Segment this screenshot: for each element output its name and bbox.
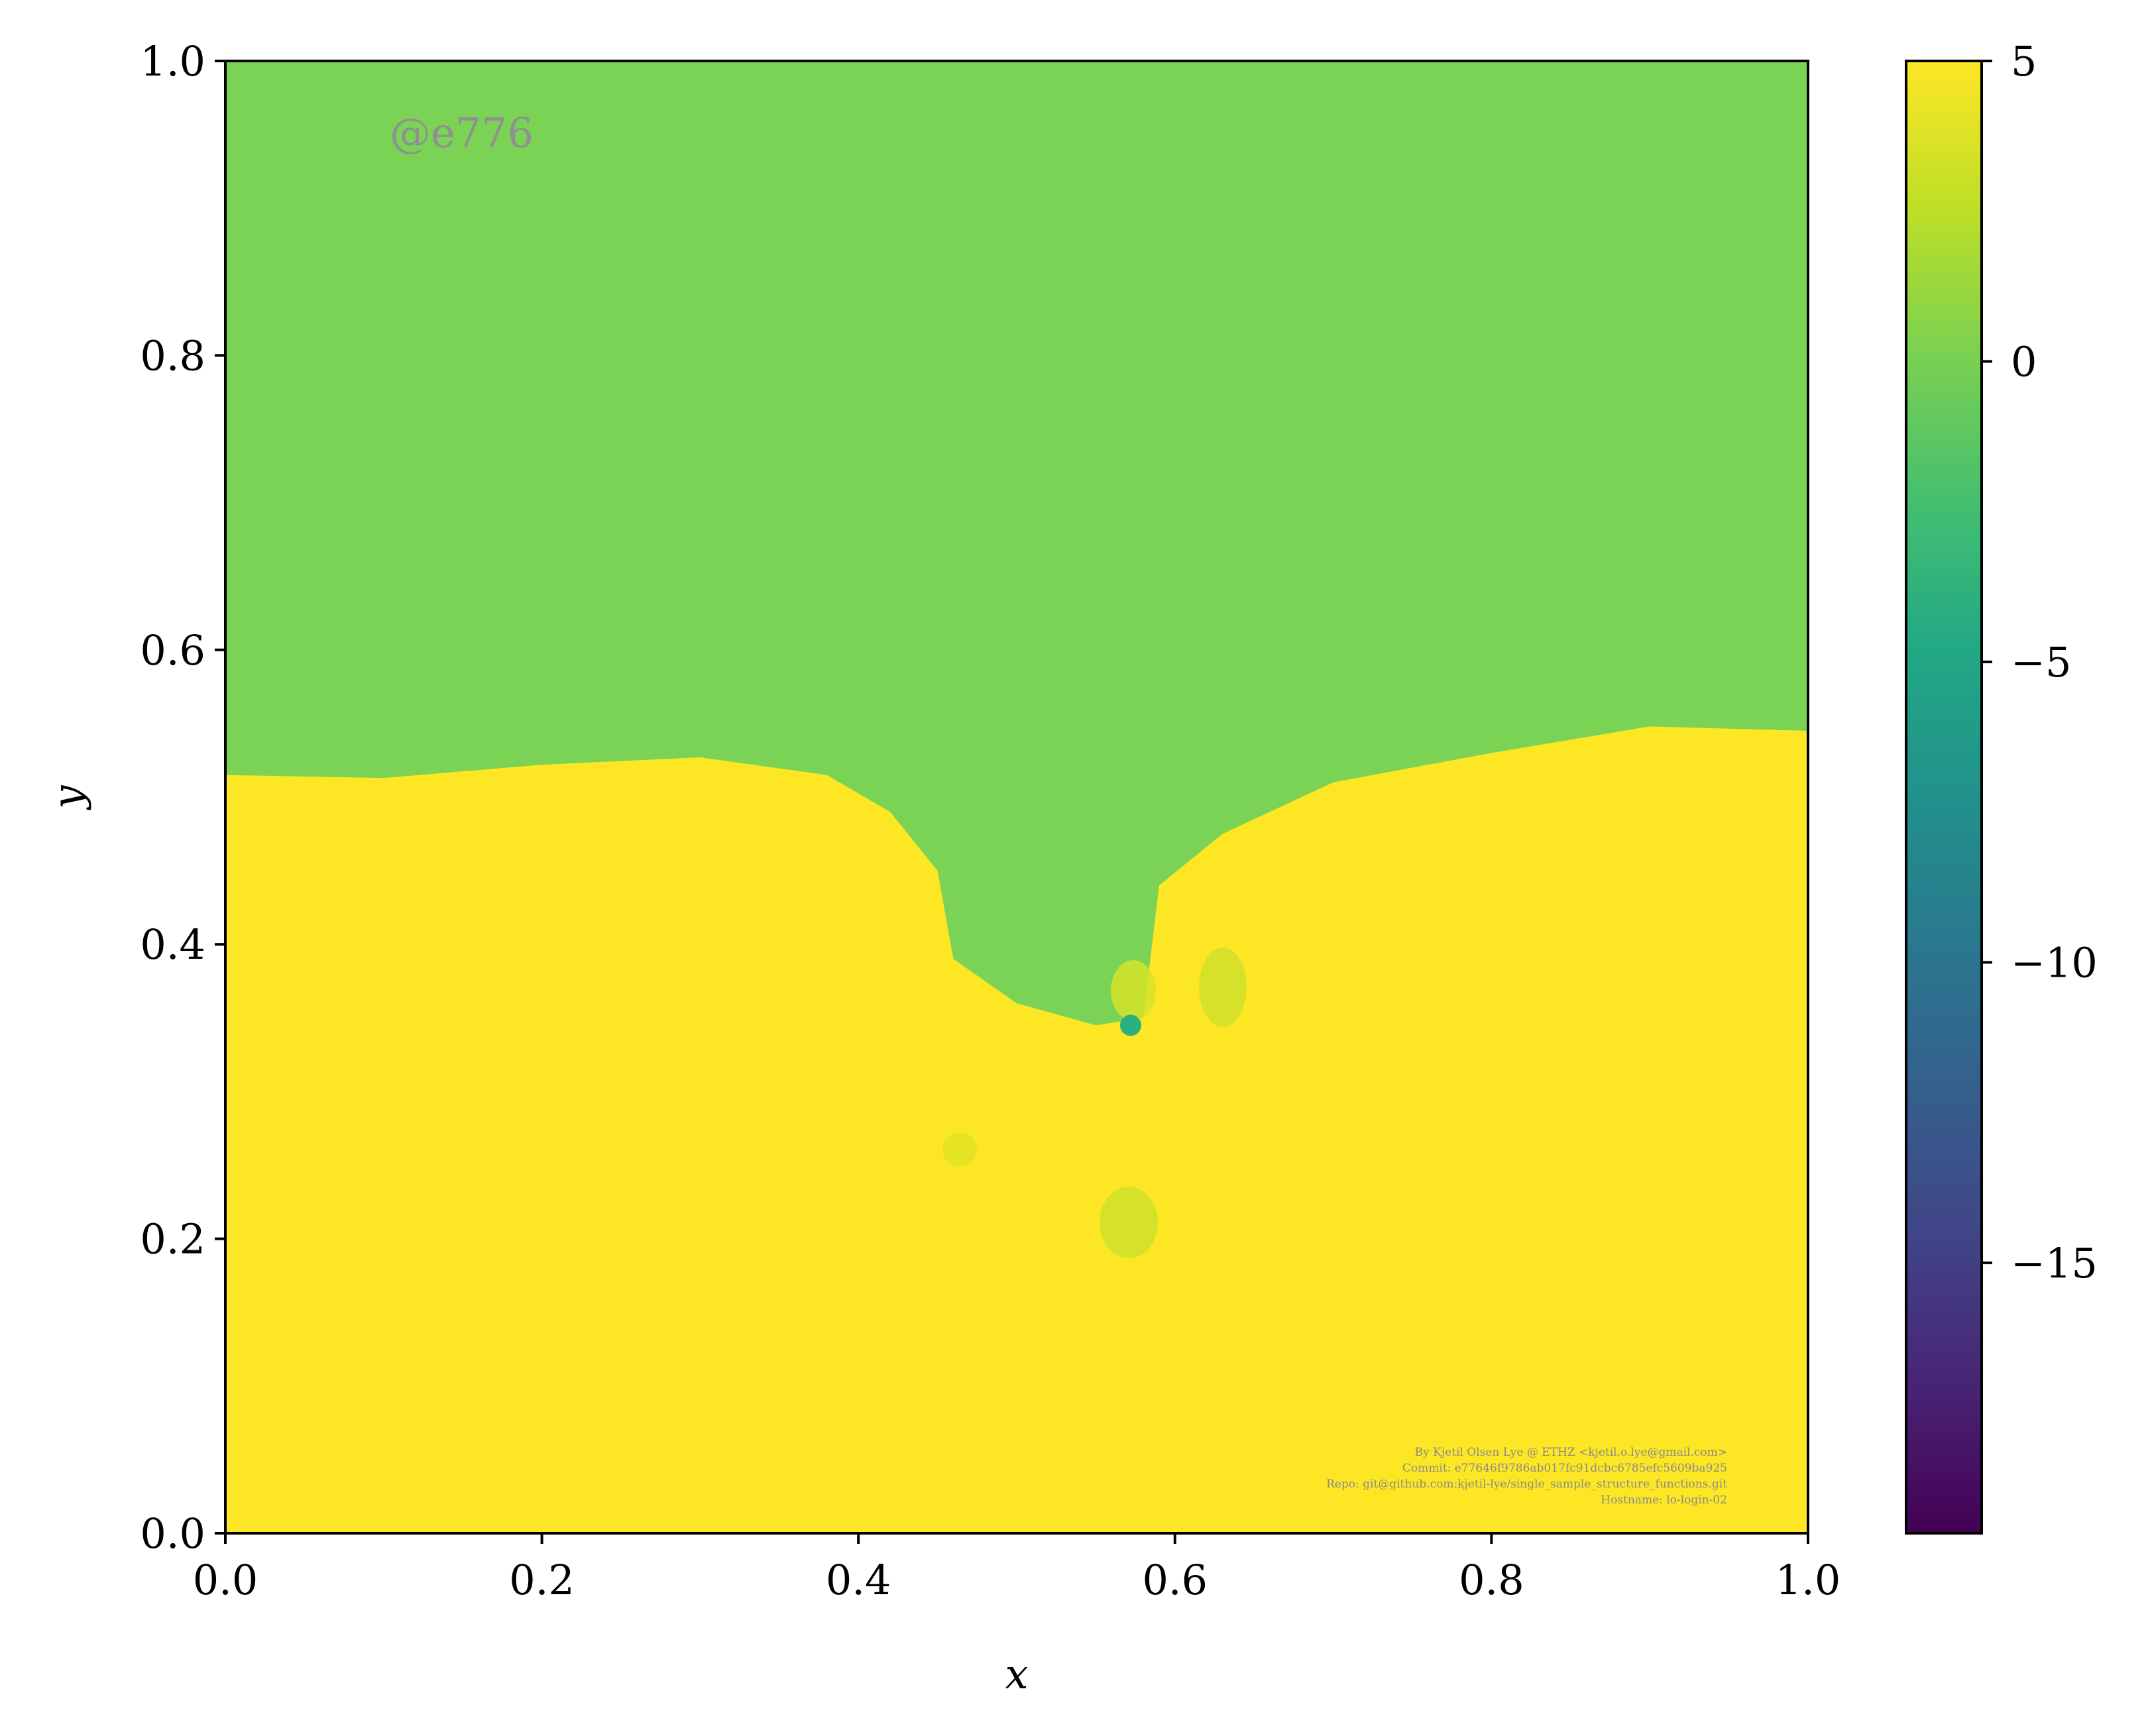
credits-block: By Kjetil Olsen Lye @ ETHZ <kjetil.o.lye… [1326,1446,1727,1507]
watermark-text: @e776 [390,109,534,157]
x-axis-label: x [1005,1650,1029,1698]
x-tick-label: 0.6 [1142,1556,1208,1604]
heatmap-blob-1 [1111,960,1156,1021]
credit-line-2: Commit: e77646f9786ab017fc91dcbc6785efc5… [1402,1462,1727,1475]
x-tick-label: 0.8 [1459,1556,1524,1604]
colorbar-tick-label: 5 [2011,37,2037,85]
y-tick-label: 0.0 [140,1509,205,1558]
y-tick-label: 1.0 [140,37,205,85]
colorbar-tick-label: −5 [2011,638,2071,686]
plot-frame [224,60,1809,1535]
heatmap-blob-3 [942,1132,977,1167]
y-axis-ticks: 0.0 0.2 0.4 0.6 0.8 1.0 [140,37,225,1558]
heatmap-blob-2 [1199,948,1247,1027]
x-tick-label: 0.0 [193,1556,258,1604]
colorbar-tick-label: −15 [2011,1239,2098,1287]
heatmap-minimum-spot [1119,1014,1141,1036]
credit-line-4: Hostname: lo-login-02 [1601,1493,1727,1507]
heatmap-plot-area [225,61,1808,1533]
x-tick-label: 0.4 [826,1556,891,1604]
x-tick-label: 0.2 [509,1556,575,1604]
x-tick-label: 1.0 [1776,1556,1841,1604]
heatmap-blob-4 [1100,1187,1158,1258]
colorbar [1905,60,1983,1535]
colorbar-tick-label: −10 [2011,938,2098,987]
y-axis-label: y [44,785,92,811]
x-axis-ticks: 0.0 0.2 0.4 0.6 0.8 1.0 [193,1533,1841,1604]
credit-line-3: Repo: git@github.com:kjetil-lye/single_s… [1326,1478,1727,1491]
y-tick-label: 0.8 [140,331,205,380]
colorbar-ticks: 5 0 −5 −10 −15 [1982,37,2098,1287]
y-tick-label: 0.6 [140,626,205,675]
heatmap-lower-region [225,726,1808,1533]
y-tick-label: 0.2 [140,1215,205,1264]
colorbar-tick-label: 0 [2011,337,2037,386]
credit-line-1: By Kjetil Olsen Lye @ ETHZ <kjetil.o.lye… [1415,1446,1727,1459]
y-tick-label: 0.4 [140,920,205,969]
